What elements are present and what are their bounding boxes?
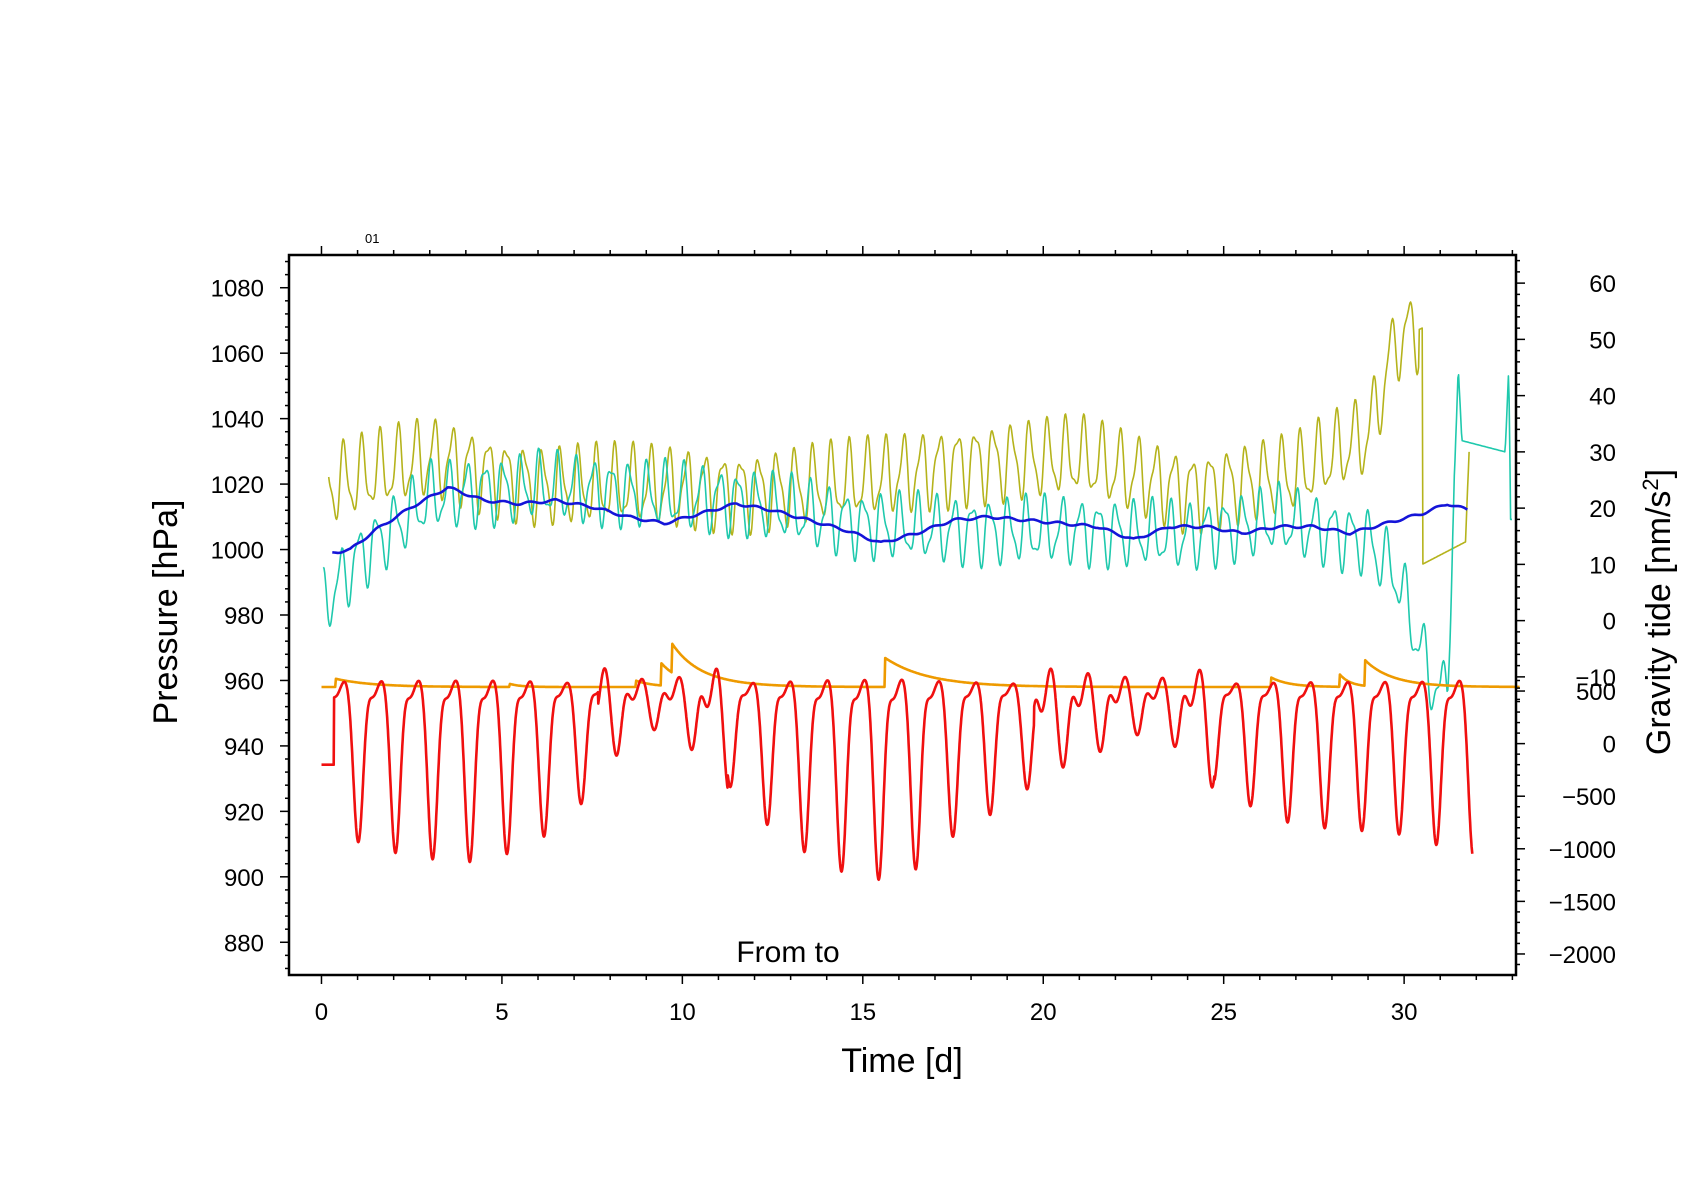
y-right-upper-tick-label: 30	[1589, 440, 1616, 467]
y-left-tick-label: 940	[224, 734, 264, 761]
x-tick-label: 20	[1030, 999, 1057, 1026]
y-axis-title-right-main: Gravity tide [nm/s	[1640, 491, 1678, 756]
top-axis-label: 01	[365, 231, 379, 246]
y-left-tick-label: 1060	[211, 341, 264, 368]
y-left-tick-label: 1040	[211, 407, 264, 434]
y-right-upper-tick-label: 60	[1589, 271, 1616, 298]
y-left-tick-label: 1080	[211, 276, 264, 303]
y-left-tick-label: 900	[224, 865, 264, 892]
series-orange	[320, 642, 1521, 689]
series-teal	[322, 374, 1513, 711]
x-tick-label: 25	[1210, 999, 1237, 1026]
y-right-lower-tick-label: −1500	[1549, 889, 1616, 916]
y-right-upper-tick-label: 50	[1589, 327, 1616, 354]
y-left-tick-label: 1000	[211, 538, 264, 565]
x-axis-title: Time [d]	[841, 1042, 963, 1080]
y-left-tick-label: 1020	[211, 472, 264, 499]
plot-frame	[287, 253, 1518, 977]
y-right-lower-tick-label: 500	[1576, 679, 1616, 706]
y-right-lower-tick-label: −2000	[1549, 942, 1616, 969]
series-olive	[327, 301, 1470, 565]
x-tick-label: 15	[849, 999, 876, 1026]
series-red	[320, 667, 1474, 881]
y-right-upper-tick-label: 20	[1589, 496, 1616, 523]
y-axis-title-right-close: ]	[1640, 469, 1678, 478]
y-axis-title-right: Gravity tide [nm/s2]	[1638, 469, 1679, 755]
annotation-from-to: From to	[736, 936, 839, 969]
x-tick-label: 10	[669, 999, 696, 1026]
y-axis-title-right-sup: 2	[1638, 478, 1663, 490]
ticks-layer: 0 5 10 15 20 25 308809009209409609801000102010…	[211, 246, 1616, 1026]
y-right-lower-tick-label: −1000	[1549, 837, 1616, 864]
y-left-tick-label: 920	[224, 799, 264, 826]
y-axis-title-left: Pressure [hPa]	[147, 500, 185, 725]
y-left-tick-label: 880	[224, 930, 264, 957]
y-right-upper-tick-label: −10	[1575, 665, 1616, 692]
x-tick-label: 30	[1391, 999, 1418, 1026]
y-right-upper-tick-label: 0	[1603, 609, 1616, 636]
y-left-tick-label: 980	[224, 603, 264, 630]
y-right-lower-tick-label: 0	[1603, 732, 1616, 759]
series-blue	[332, 486, 1468, 555]
y-right-upper-tick-label: 40	[1589, 384, 1616, 411]
y-left-tick-label: 960	[224, 668, 264, 695]
x-tick-label: 5	[495, 999, 508, 1026]
series-layer	[320, 301, 1521, 881]
y-right-upper-tick-label: 10	[1589, 552, 1616, 579]
y-right-lower-tick-label: −500	[1562, 784, 1616, 811]
x-tick-label: 0	[315, 999, 328, 1026]
